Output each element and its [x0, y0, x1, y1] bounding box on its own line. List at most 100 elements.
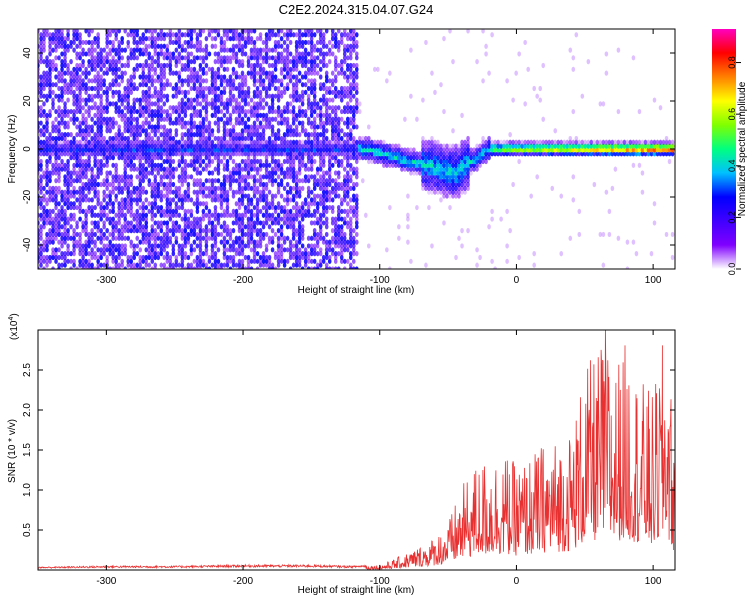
heatmap-cell: [78, 139, 82, 145]
heatmap-cell: [90, 59, 94, 65]
heatmap-cell: [60, 231, 64, 238]
heatmap-cell: [60, 162, 64, 168]
heatmap-cell: [93, 59, 97, 65]
heatmap-cell: [318, 247, 323, 253]
heatmap-cell: [72, 32, 76, 38]
heatmap-cell: [57, 139, 61, 145]
heatmap-cell: [51, 235, 55, 241]
heatmap-cell: [48, 143, 52, 149]
heatmap-cell: [108, 151, 112, 157]
heatmap-cell: [201, 208, 206, 214]
heatmap-cell: [63, 78, 67, 84]
heatmap-cell: [75, 147, 79, 153]
heatmap-cell: [126, 174, 131, 180]
heatmap-cell: [180, 97, 185, 103]
heatmap-cell: [66, 85, 70, 92]
heatmap-cell: [105, 85, 109, 92]
heatmap-cell: [324, 43, 329, 49]
heatmap-cell: [39, 151, 43, 157]
heatmap-cell: [123, 235, 128, 241]
heatmap-cell: [267, 189, 272, 195]
heatmap-cell: [123, 174, 128, 180]
heatmap-cell: [342, 70, 347, 76]
heatmap-cell: [63, 108, 67, 115]
heatmap-cell: [87, 132, 91, 138]
heatmap-cell: [300, 243, 305, 249]
heatmap-cell: [129, 258, 134, 264]
heatmap-cell: [228, 74, 233, 80]
heatmap-cell: [135, 128, 140, 134]
heatmap-cell: [225, 239, 230, 245]
heatmap-cell: [276, 158, 281, 165]
heatmap-cell: [117, 124, 121, 130]
heatmap-cell: [135, 108, 140, 115]
heatmap-cell: [132, 189, 137, 195]
heatmap-cell: [409, 47, 413, 53]
heatmap-cell: [117, 97, 121, 103]
heatmap-cell: [517, 254, 521, 261]
heatmap-cell: [60, 235, 64, 241]
heatmap-cell: [129, 193, 134, 199]
heatmap-cell: [78, 105, 82, 111]
heatmap-cell: [48, 32, 52, 38]
heatmap-cell: [117, 132, 121, 138]
heatmap-cell: [42, 74, 46, 80]
heatmap-cell: [93, 36, 97, 42]
heatmap-cell: [66, 258, 70, 264]
heatmap-cell: [45, 78, 49, 84]
heatmap-cell: [228, 112, 233, 118]
heatmap-cell: [78, 166, 82, 172]
heatmap-cell: [48, 43, 52, 49]
heatmap-cell: [105, 139, 109, 145]
heatmap-cell: [120, 235, 125, 241]
heatmap-cell: [78, 158, 82, 165]
heatmap-cell: [87, 51, 91, 57]
heatmap-cell: [51, 185, 55, 191]
heatmap-cell: [336, 105, 341, 111]
heatmap-cell: [87, 239, 91, 245]
heatmap-cell: [105, 204, 109, 211]
heatmap-cell: [231, 254, 236, 261]
heatmap-cell: [159, 204, 164, 211]
heatmap-cell: [60, 135, 64, 142]
heatmap-cell: [210, 66, 215, 72]
heatmap-cell: [51, 62, 55, 69]
heatmap-cell: [96, 201, 100, 207]
heatmap-cell: [69, 116, 73, 122]
heatmap-cell: [63, 239, 67, 245]
heatmap-cell: [132, 105, 137, 111]
heatmap-cell: [63, 235, 67, 241]
heatmap-cell: [87, 85, 91, 92]
heatmap-cell: [69, 266, 73, 269]
heatmap-cell: [72, 258, 76, 264]
heatmap-cell: [111, 247, 115, 253]
heatmap-cell: [129, 29, 134, 34]
heatmap-cell: [261, 251, 266, 257]
heatmap-cell: [270, 235, 275, 241]
heatmap-cell: [132, 247, 137, 253]
heatmap-cell: [108, 82, 112, 88]
heatmap-cell: [198, 39, 203, 46]
heatmap-cell: [54, 189, 58, 195]
heatmap-cell: [42, 247, 46, 253]
heatmap-cell: [90, 47, 94, 53]
heatmap-cell: [324, 231, 329, 238]
heatmap-cell: [186, 254, 191, 261]
heatmap-cell: [291, 105, 296, 111]
heatmap-cell: [96, 166, 100, 172]
heatmap-cell: [39, 128, 43, 134]
heatmap-cell: [279, 193, 284, 199]
heatmap-cell: [114, 82, 118, 88]
heatmap-cell: [57, 155, 61, 161]
heatmap-cell: [45, 258, 49, 264]
heatmap-cell: [96, 224, 100, 230]
heatmap-cell: [108, 266, 112, 269]
heatmap-cell: [66, 220, 70, 226]
heatmap-cell: [126, 189, 131, 195]
heatmap-cell: [78, 32, 82, 38]
heatmap-cell: [120, 108, 125, 115]
heatmap-cell: [111, 216, 115, 222]
heatmap-cell: [39, 228, 43, 234]
heatmap-cell: [225, 224, 230, 230]
heatmap-cell: [126, 197, 131, 203]
